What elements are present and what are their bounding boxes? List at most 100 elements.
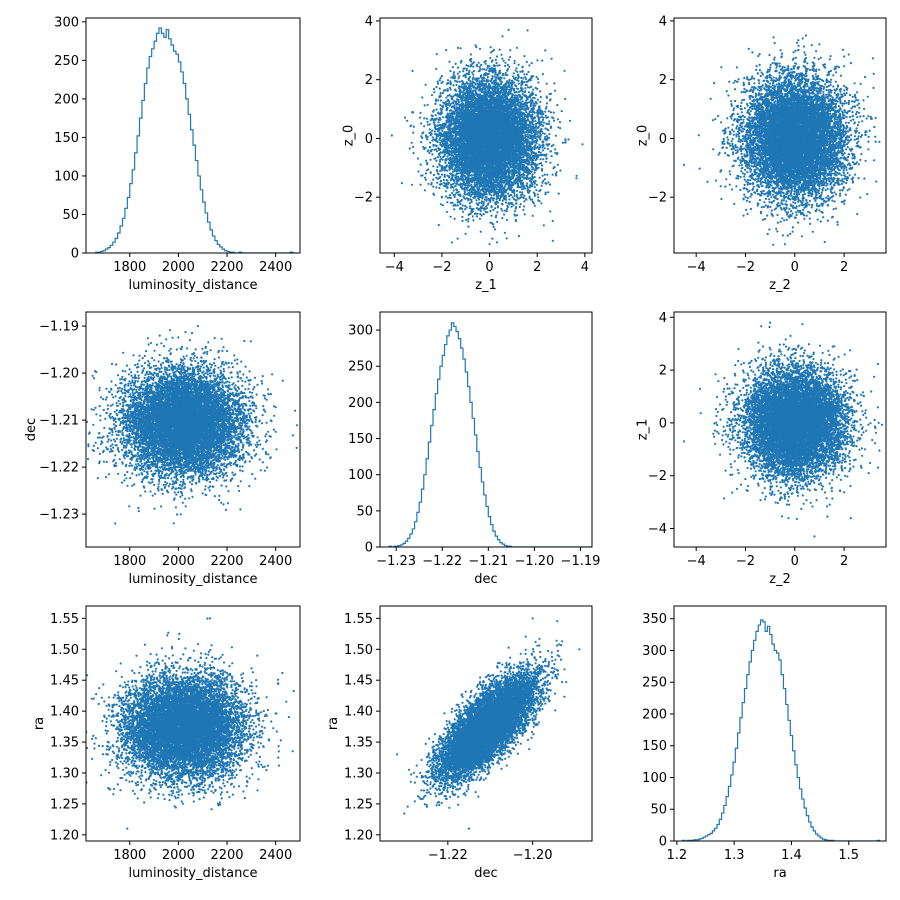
y-tick-label: −2 [648,469,667,484]
hist-luminosity-distance-xlabel: luminosity_distance [128,278,257,293]
scatter-luminosity-distance-ra-xlabel: luminosity_distance [128,866,257,881]
x-tick-label: 1800 [113,260,146,275]
y-tick-label: 1.55 [344,612,373,627]
y-tick-label: 200 [54,92,79,107]
scatter-luminosity-distance-ra-ylabel: ra [32,717,47,730]
x-tick-label: −4 [385,260,404,275]
x-tick-label: 0 [485,260,493,275]
y-tick-label: 1.35 [50,736,79,751]
x-tick-label: 2200 [210,848,243,863]
x-tick-label: 2400 [259,260,292,275]
y-tick-label: 50 [62,208,79,223]
y-tick-label: 0 [365,541,373,556]
x-tick-label: −4 [687,554,706,569]
x-tick-label: −4 [687,260,706,275]
y-tick-label: 300 [54,15,79,30]
y-tick-label: 150 [54,131,79,146]
x-tick-label: −1.20 [513,848,553,863]
y-tick-label: 100 [642,771,667,786]
x-tick-label: −1.23 [376,554,416,569]
y-tick-label: 1.20 [50,828,79,843]
x-tick-label: 0 [791,554,799,569]
scatter-z2-z0-xlabel: z_2 [769,278,791,293]
y-tick-label: −1.20 [39,367,79,382]
y-tick-label: 2 [659,364,667,379]
y-tick-label: 0 [659,835,667,850]
y-tick-label: 200 [348,396,373,411]
y-tick-label: 1.40 [50,705,79,720]
y-tick-label: −1.21 [39,414,79,429]
x-tick-label: 2000 [162,260,195,275]
y-tick-label: 1.30 [50,766,79,781]
scatter-z1-z0-xlabel: z_1 [475,278,497,293]
y-tick-label: 1.20 [344,828,373,843]
y-tick-label: −4 [648,522,667,537]
x-tick-label: 2 [840,554,848,569]
y-tick-label: 1.40 [344,705,373,720]
y-tick-label: 1.55 [50,612,79,627]
y-tick-label: 1.45 [344,674,373,689]
scatter-z2-z1-ylabel: z_1 [635,419,650,441]
x-tick-label: 4 [581,260,589,275]
hist-dec-xlabel: dec [474,572,497,587]
x-tick-label: 2 [840,260,848,275]
x-tick-label: 2 [533,260,541,275]
y-tick-label: 200 [642,707,667,722]
x-tick-label: −2 [736,260,755,275]
scatter-luminosity-distance-dec-ylabel: dec [24,418,39,441]
y-tick-label: −2 [354,191,373,206]
y-tick-label: −1.22 [39,461,79,476]
y-tick-label: 50 [650,803,667,818]
y-tick-label: 1.25 [50,797,79,812]
y-tick-label: 0 [659,416,667,431]
x-tick-label: 0 [791,260,799,275]
x-tick-label: 2200 [210,260,243,275]
y-tick-label: −1.19 [39,320,79,335]
x-tick-label: 2400 [259,554,292,569]
y-tick-label: 100 [348,468,373,483]
x-tick-label: 1800 [113,848,146,863]
y-tick-label: 250 [642,676,667,691]
x-tick-label: −1.22 [428,848,468,863]
x-tick-label: 1.2 [667,848,688,863]
y-tick-label: 0 [659,132,667,147]
y-tick-label: 4 [659,311,667,326]
scatter-z2-z1-xlabel: z_2 [769,572,791,587]
y-tick-label: 0 [365,132,373,147]
x-tick-label: −1.21 [468,554,508,569]
y-tick-label: 1.35 [344,736,373,751]
y-tick-label: 250 [54,54,79,69]
x-tick-label: 2200 [210,554,243,569]
scatter-z2-z0-ylabel: z_0 [635,125,650,147]
y-tick-label: 2 [659,73,667,88]
y-tick-label: 250 [348,360,373,375]
y-tick-label: 2 [365,73,373,88]
y-tick-label: 0 [71,247,79,262]
x-tick-label: −2 [432,260,451,275]
scatter-luminosity-distance-dec-xlabel: luminosity_distance [128,572,257,587]
x-tick-label: 2400 [259,848,292,863]
y-tick-label: 150 [348,432,373,447]
y-tick-label: −2 [648,191,667,206]
scatter-dec-ra-xlabel: dec [474,866,497,881]
y-tick-label: 150 [642,739,667,754]
y-tick-label: 4 [659,14,667,29]
hist-ra-xlabel: ra [773,866,786,881]
y-tick-label: 1.50 [344,643,373,658]
y-tick-label: 300 [348,324,373,339]
x-tick-label: 1.3 [724,848,745,863]
x-tick-label: −2 [736,554,755,569]
scatter-dec-ra-ylabel: ra [326,717,341,730]
y-tick-label: 50 [356,504,373,519]
x-tick-label: −1.19 [561,554,601,569]
y-tick-label: 1.30 [344,766,373,781]
scatter-z1-z0-ylabel: z_0 [341,125,356,147]
y-tick-label: 1.50 [50,643,79,658]
x-tick-label: −1.22 [422,554,462,569]
y-tick-label: 1.45 [50,674,79,689]
x-tick-label: 1.5 [838,848,859,863]
x-tick-label: −1.20 [514,554,554,569]
y-tick-label: 300 [642,644,667,659]
y-tick-label: 100 [54,169,79,184]
x-tick-label: 1800 [113,554,146,569]
